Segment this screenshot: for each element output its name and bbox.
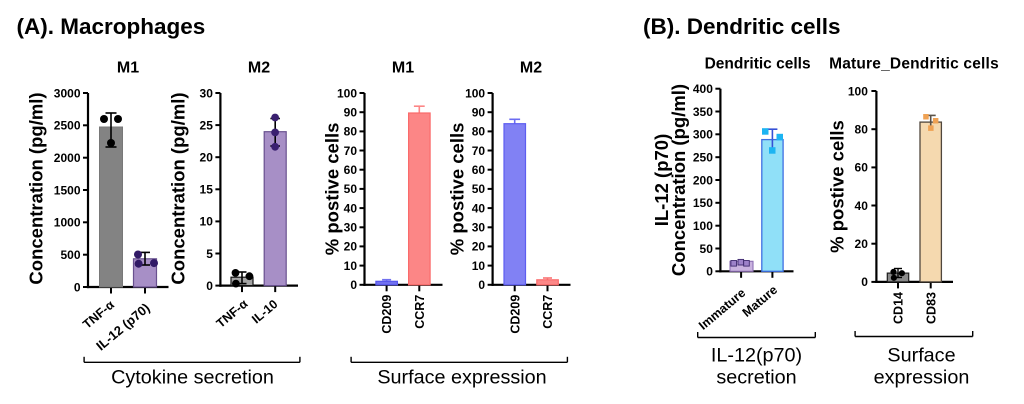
- svg-text:CD209: CD209: [508, 295, 522, 334]
- svg-text:2000: 2000: [54, 151, 81, 165]
- svg-text:100: 100: [337, 86, 357, 100]
- svg-text:0: 0: [350, 278, 357, 292]
- svg-text:1000: 1000: [54, 216, 81, 230]
- svg-text:30: 30: [472, 221, 486, 235]
- svg-text:(B). Dendritic cells: (B). Dendritic cells: [643, 14, 841, 39]
- svg-text:IL-10: IL-10: [249, 297, 280, 327]
- svg-text:M1: M1: [392, 60, 414, 77]
- svg-text:350: 350: [693, 105, 713, 119]
- svg-text:60: 60: [472, 163, 486, 177]
- svg-text:3000: 3000: [54, 86, 81, 100]
- svg-text:150: 150: [693, 196, 713, 210]
- svg-text:60: 60: [855, 161, 869, 175]
- svg-text:50: 50: [472, 182, 486, 196]
- svg-text:CCR7: CCR7: [541, 295, 555, 329]
- svg-text:% postive cells: % postive cells: [447, 123, 468, 256]
- svg-text:IL-12(p70): IL-12(p70): [711, 345, 802, 367]
- svg-text:40: 40: [344, 201, 358, 215]
- svg-text:30: 30: [344, 221, 358, 235]
- svg-text:CCR7: CCR7: [413, 295, 427, 329]
- svg-text:10: 10: [200, 215, 214, 229]
- svg-text:CD83: CD83: [924, 292, 938, 324]
- svg-text:50: 50: [344, 182, 358, 196]
- svg-text:2500: 2500: [54, 119, 81, 133]
- svg-text:80: 80: [472, 125, 486, 139]
- svg-text:CD209: CD209: [380, 295, 394, 334]
- svg-text:M2: M2: [248, 60, 270, 77]
- svg-text:Cytokine secretion: Cytokine secretion: [111, 367, 274, 389]
- svg-text:400: 400: [693, 82, 713, 96]
- svg-text:% postive cells: % postive cells: [322, 123, 343, 256]
- svg-text:90: 90: [344, 106, 358, 120]
- svg-text:M2: M2: [520, 60, 542, 77]
- svg-text:M1: M1: [117, 60, 139, 77]
- svg-text:Concentration (pg/ml): Concentration (pg/ml): [26, 92, 47, 284]
- svg-text:500: 500: [60, 248, 80, 262]
- svg-text:5: 5: [206, 247, 213, 261]
- svg-text:Dendritic cells: Dendritic cells: [705, 56, 811, 73]
- svg-text:0: 0: [706, 265, 713, 279]
- svg-text:20: 20: [855, 237, 869, 251]
- svg-text:80: 80: [855, 123, 869, 137]
- svg-text:TNF-α: TNF-α: [214, 296, 251, 330]
- svg-text:0: 0: [74, 280, 81, 294]
- svg-text:Mature_Dendritic cells: Mature_Dendritic cells: [829, 56, 999, 73]
- svg-text:40: 40: [472, 201, 486, 215]
- svg-text:100: 100: [693, 219, 713, 233]
- svg-text:90: 90: [472, 106, 486, 120]
- svg-text:15: 15: [200, 183, 214, 197]
- svg-text:40: 40: [855, 199, 869, 213]
- svg-text:80: 80: [344, 125, 358, 139]
- svg-text:Concentration (pg/ml): Concentration (pg/ml): [668, 84, 689, 276]
- svg-text:10: 10: [472, 259, 486, 273]
- svg-text:60: 60: [344, 163, 358, 177]
- svg-text:1500: 1500: [54, 183, 81, 197]
- svg-text:200: 200: [693, 173, 713, 187]
- svg-text:20: 20: [472, 240, 486, 254]
- svg-text:250: 250: [693, 151, 713, 165]
- svg-text:50: 50: [700, 242, 714, 256]
- svg-text:300: 300: [693, 128, 713, 142]
- svg-text:Surface expression: Surface expression: [377, 367, 546, 389]
- svg-text:expression: expression: [874, 367, 970, 389]
- svg-text:0: 0: [206, 279, 213, 293]
- svg-text:secretion: secretion: [716, 367, 796, 389]
- svg-text:% postive cells: % postive cells: [827, 120, 848, 253]
- svg-text:20: 20: [200, 151, 214, 165]
- svg-text:10: 10: [344, 259, 358, 273]
- svg-text:(A). Macrophages: (A). Macrophages: [17, 14, 206, 39]
- svg-text:25: 25: [200, 118, 214, 132]
- svg-text:IL-12 (p70): IL-12 (p70): [651, 134, 672, 227]
- svg-text:100: 100: [465, 86, 485, 100]
- svg-text:70: 70: [344, 144, 358, 158]
- svg-text:Surface: Surface: [887, 345, 955, 367]
- svg-text:0: 0: [478, 278, 485, 292]
- svg-text:0: 0: [861, 275, 868, 289]
- svg-text:Concentration (pg/ml): Concentration (pg/ml): [167, 92, 188, 284]
- svg-text:20: 20: [344, 240, 358, 254]
- svg-text:Mature: Mature: [740, 283, 780, 320]
- svg-text:100: 100: [848, 84, 868, 98]
- svg-text:CD14: CD14: [892, 292, 906, 324]
- svg-text:70: 70: [472, 144, 486, 158]
- svg-text:30: 30: [200, 86, 214, 100]
